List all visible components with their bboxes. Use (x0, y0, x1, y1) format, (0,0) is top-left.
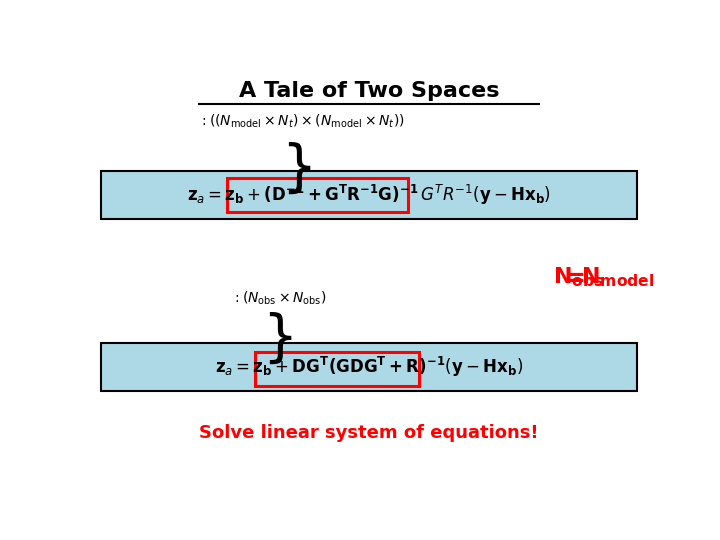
FancyBboxPatch shape (101, 343, 637, 391)
Text: }: } (282, 141, 317, 195)
Text: $: \left((N_{\mathrm{model}} \times N_t) \times (N_{\mathrm{model}} \times N_t)\: $: \left((N_{\mathrm{model}} \times N_t)… (199, 113, 405, 130)
FancyBboxPatch shape (101, 171, 637, 219)
Text: }: } (262, 312, 297, 366)
Text: $\mathbf{=}$: $\mathbf{=}$ (560, 265, 585, 289)
Text: $: \left(N_{\mathrm{obs}} \times N_{\mathrm{obs}}\right)$: $: \left(N_{\mathrm{obs}} \times N_{\mat… (233, 289, 327, 307)
Text: $\mathbf{N_{model}}$: $\mathbf{N_{model}}$ (581, 265, 654, 289)
Text: $\mathbf{z}_{a} = \mathbf{z_{b}} + \mathbf{DG^T}\mathbf{(GDG^T + R)^{-1}}(\mathb: $\mathbf{z}_{a} = \mathbf{z_{b}} + \math… (215, 355, 523, 379)
Text: Solve linear system of equations!: Solve linear system of equations! (199, 424, 539, 442)
Text: $\mathbf{z}_{a} = \mathbf{z_{b}} + \mathbf{(D^{-1} + G^T R^{-1} G)^{-1}}\, G^T R: $\mathbf{z}_{a} = \mathbf{z_{b}} + \math… (187, 183, 551, 207)
Text: A Tale of Two Spaces: A Tale of Two Spaces (239, 82, 499, 102)
Text: $\mathbf{N_{obs}}$: $\mathbf{N_{obs}}$ (553, 265, 604, 289)
